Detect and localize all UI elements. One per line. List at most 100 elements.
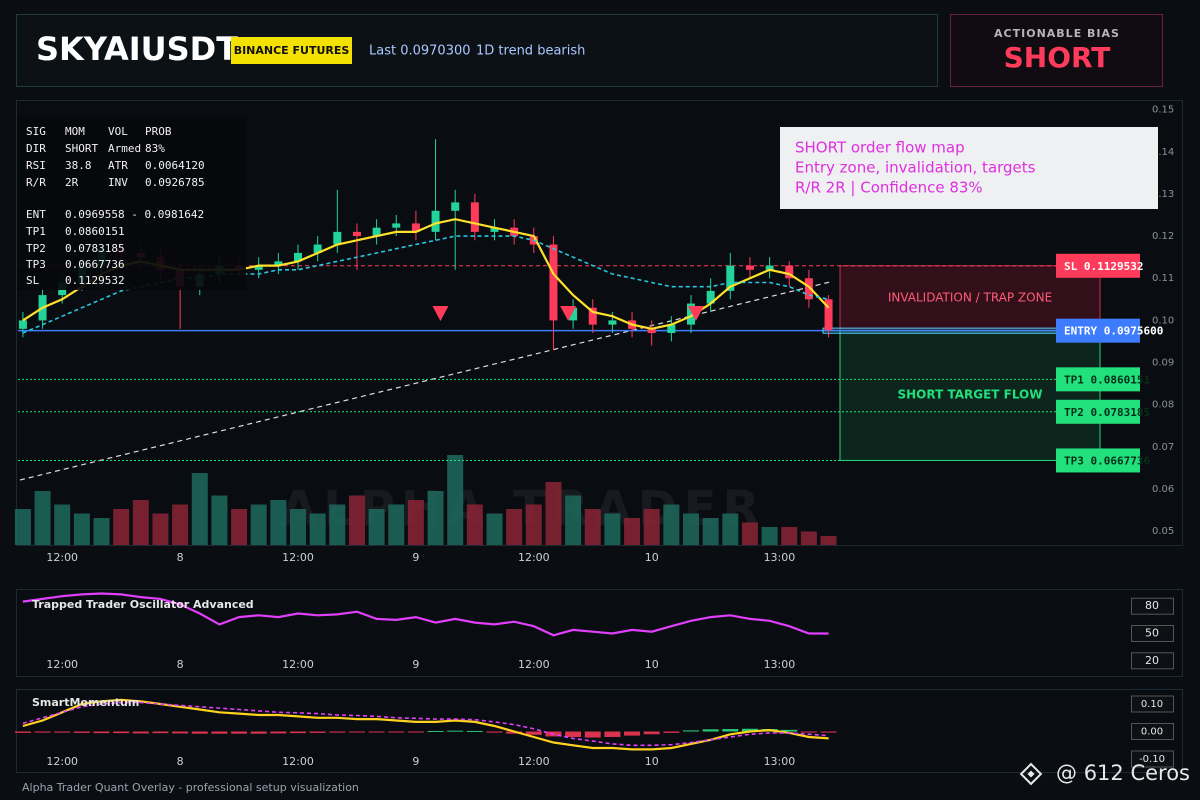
stats-cell: 0.0667736: [65, 258, 125, 271]
level-tag: [1056, 318, 1140, 343]
histogram-bar: [663, 731, 680, 733]
histogram-bar: [683, 730, 700, 732]
candle-body: [352, 231, 361, 237]
pane-title: Trapped Trader Oscillator Advanced: [32, 598, 254, 611]
candle-body: [490, 227, 499, 232]
x-tick-label: 10: [645, 658, 659, 671]
stats-box: [18, 117, 246, 290]
note: SHORT order flow map Entry zone, invalida…: [795, 139, 1036, 197]
y-tick-label: 80: [1145, 599, 1159, 612]
volume-bar: [290, 509, 307, 545]
y-tick-label: 0.00: [1141, 727, 1163, 738]
candle-body: [313, 244, 322, 253]
histogram-bar: [211, 731, 228, 734]
stats-cell: VOL: [108, 125, 128, 138]
histogram-bar: [290, 731, 307, 734]
y-tick-box: [1131, 597, 1174, 615]
histogram-bar: [132, 731, 149, 734]
candle-body: [765, 265, 774, 270]
candle-body: [549, 244, 558, 321]
symbol: SKYAIUSDT: [36, 30, 238, 68]
volume-bar: [14, 509, 31, 545]
target-label: SHORT TARGET FLOW: [898, 388, 1043, 402]
signal-marker: [687, 306, 704, 321]
volume-bar: [781, 527, 798, 545]
stats-cell: PROB: [145, 125, 172, 138]
x-tick-label: 10: [645, 551, 659, 564]
stats-cell: 0.0783185: [65, 242, 125, 255]
bias-label: ACTIONABLE BIAS: [994, 27, 1120, 40]
badge: [231, 37, 352, 64]
candle-body: [392, 223, 401, 228]
histogram-bar: [525, 731, 542, 735]
stats: SIG MOM VOL PROB DIR SHORT Armed 83% RSI 38.8 ATR 0…: [26, 125, 205, 287]
candle-body: [254, 265, 263, 270]
volume-bar: [152, 513, 169, 545]
volume-bar: [309, 513, 326, 545]
level-label: TP2 0.0783185: [1064, 406, 1150, 419]
candle-body: [372, 227, 381, 237]
stats-cell: TP1: [26, 225, 46, 238]
level-tag: [1056, 448, 1140, 473]
stats-cell: MOM: [65, 125, 85, 138]
y-tick-box: [1131, 652, 1174, 670]
volume-bar: [54, 504, 71, 545]
volume-bar: [624, 518, 641, 545]
x-tick-label: 12:00: [46, 551, 78, 564]
target-zone: [839, 330, 1101, 461]
volume-bar: [191, 473, 208, 545]
volume-bar: [172, 504, 189, 545]
candle-body: [804, 278, 813, 300]
stats-cell: SL: [26, 274, 40, 287]
volume-bar: [643, 509, 660, 545]
histogram-bar: [407, 731, 424, 733]
invalidation-label: INVALIDATION / TRAP ZONE: [888, 291, 1052, 305]
level-name: ENTRY: [1064, 325, 1097, 338]
histogram-bar: [427, 730, 444, 732]
histogram-bar: [584, 731, 601, 738]
stats-cell: INV: [108, 176, 128, 189]
histogram-bar: [388, 731, 405, 733]
volume-bar: [270, 500, 287, 545]
volume-bar: [683, 513, 700, 545]
x-tick-label: 12:00: [518, 551, 550, 564]
volume-bar: [427, 491, 444, 545]
stats-cell: ENT: [26, 208, 46, 221]
histogram-bar: [820, 731, 837, 733]
volume-bar: [486, 513, 503, 545]
y-tick-label: 0.05: [1152, 526, 1174, 537]
y-tick-label: 0.14: [1152, 147, 1174, 158]
note-line: R/R 2R | Confidence 83%: [795, 179, 983, 197]
histogram-bar: [113, 731, 130, 734]
x-tick-label: 9: [412, 755, 419, 768]
bias-panel: [950, 14, 1163, 87]
histogram-bar: [741, 728, 758, 732]
level-value: 0.1129532: [1084, 260, 1144, 273]
trend: 1D trend bearish: [476, 44, 585, 59]
volume-bar: [34, 491, 51, 545]
signal-marker: [432, 306, 449, 321]
momentum-pane: [16, 689, 1183, 773]
level-value: 0.0975600: [1104, 325, 1164, 338]
histogram-bar: [34, 731, 51, 733]
volume-bar: [388, 504, 405, 545]
y-tick-label: 50: [1145, 627, 1159, 640]
histogram-bar: [152, 731, 169, 734]
chart-layer: 0.05 0.06 0.07 0.08 0.09 0.10 0.11 0.12 0.13 0.14…: [14, 105, 1174, 768]
x-tick-label: 8: [177, 755, 184, 768]
histogram-bar: [250, 731, 267, 734]
volume-bar: [722, 513, 739, 545]
x-tick-label: 9: [412, 551, 419, 564]
signal-marker: [560, 306, 577, 321]
x-tick-label: 12:00: [282, 551, 314, 564]
level-name: TP2: [1064, 406, 1084, 419]
histogram-bar: [329, 731, 346, 733]
y-tick-label: 0.15: [1152, 105, 1174, 116]
volume-bar: [702, 518, 719, 545]
stats-cell: TP3: [26, 258, 46, 271]
histogram-bar: [54, 731, 71, 733]
candle-body: [569, 307, 578, 321]
candle-body: [667, 324, 676, 334]
candle-body: [274, 261, 283, 266]
volume-bar: [663, 504, 680, 545]
